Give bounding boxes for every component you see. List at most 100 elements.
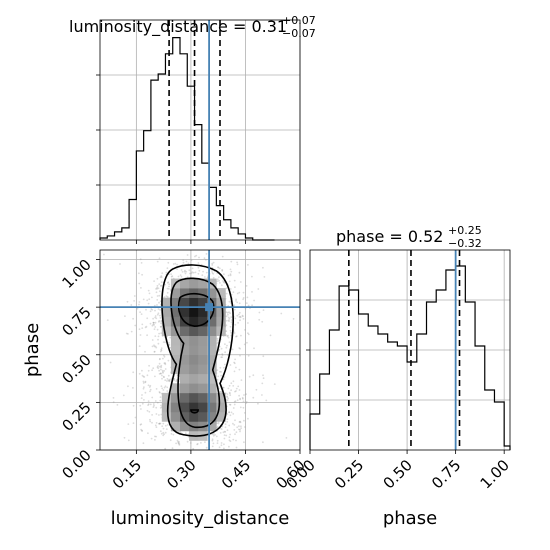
scatter-point (158, 320, 160, 323)
scatter-point (234, 433, 236, 436)
scatter-point (221, 269, 224, 272)
density-cell (207, 383, 217, 394)
scatter-point (198, 256, 200, 259)
scatter-point (177, 441, 180, 444)
scatter-point (145, 325, 148, 328)
scatter-point (147, 404, 150, 406)
scatter-point (154, 321, 157, 324)
scatter-point (220, 442, 223, 444)
scatter-point (223, 443, 225, 446)
scatter-point (245, 393, 248, 396)
scatter-point (184, 272, 187, 275)
scatter-point (177, 275, 180, 278)
scatter-point (220, 356, 223, 359)
scatter-point (145, 308, 147, 311)
scatter-point (226, 311, 229, 314)
scatter-point (226, 399, 229, 402)
contour-inner-upper (177, 293, 215, 327)
scatter-point (240, 425, 242, 428)
scatter-point (177, 442, 180, 445)
scatter-point (244, 426, 246, 428)
scatter-point (169, 439, 172, 442)
scatter-point (153, 351, 156, 353)
scatter-point (150, 437, 153, 440)
scatter-point (236, 399, 239, 402)
density-cell (180, 392, 190, 403)
scatter-point (212, 276, 215, 279)
scatter-point (138, 303, 140, 306)
scatter-point (252, 374, 255, 377)
scatter-point (167, 379, 170, 382)
scatter-point (255, 388, 258, 391)
scatter-point (157, 312, 160, 315)
scatter-point (153, 344, 155, 347)
scatter-point (125, 332, 128, 335)
scatter-point (141, 323, 144, 326)
scatter-point (155, 288, 157, 290)
scatter-point (154, 400, 157, 402)
scatter-point (144, 326, 147, 329)
density-cell (207, 354, 217, 365)
scatter-point (142, 380, 145, 383)
x-axis-label-luminosity-distance: luminosity_distance (111, 508, 290, 529)
scatter-point (151, 324, 154, 327)
scatter-point (156, 401, 159, 404)
scatter-point (156, 328, 159, 331)
density-cell (207, 335, 217, 346)
scatter-point (247, 332, 249, 335)
scatter-point (161, 387, 164, 390)
density-cell (198, 411, 208, 422)
scatter-point (154, 326, 157, 328)
scatter-point (235, 439, 237, 442)
scatter-point (220, 374, 223, 377)
scatter-point (158, 422, 160, 425)
axes-layer: 0.15 0.30 0.45 0.600.000.250.500.751.000.00… (58, 19, 513, 492)
scatter-point (170, 273, 173, 275)
scatter-point (159, 422, 162, 425)
scatter-point (123, 436, 126, 439)
scatter-point (140, 287, 142, 289)
scatter-point (160, 332, 163, 334)
scatter-point (220, 391, 223, 393)
scatter-point (223, 434, 226, 436)
scatter-point (147, 289, 150, 292)
scatter-point (244, 329, 246, 331)
density-cell (216, 392, 226, 403)
scatter-point (222, 280, 224, 282)
scatter-point (161, 369, 164, 372)
scatter-point (178, 443, 181, 445)
density-cell (180, 307, 190, 317)
scatter-point (251, 291, 253, 293)
scatter-point (176, 439, 179, 442)
scatter-point (153, 304, 156, 307)
scatter-point (153, 345, 156, 348)
scatter-point (146, 317, 149, 320)
scatter-point (227, 387, 230, 390)
scatter-point (236, 292, 239, 295)
scatter-point (159, 407, 162, 409)
tick-label-phase-y: 0.50 (58, 351, 94, 387)
scatter-point (229, 392, 231, 395)
scatter-point (147, 403, 150, 406)
scatter-point (242, 291, 245, 294)
density-cell (170, 335, 181, 346)
scatter-point (230, 260, 233, 263)
scatter-point (159, 391, 161, 394)
density-cell (198, 345, 208, 356)
scatter-point (238, 394, 241, 397)
scatter-point (204, 441, 206, 443)
density-cell (189, 354, 199, 365)
density-cell (216, 288, 226, 298)
scatter-point (212, 272, 215, 275)
scatter-point (141, 402, 144, 405)
scatter-point (192, 271, 195, 274)
scatter-point (157, 287, 160, 290)
scatter-point (166, 295, 169, 298)
scatter-point (185, 270, 188, 273)
scatter-point (226, 418, 229, 421)
scatter-point (166, 378, 169, 380)
scatter-point (160, 404, 162, 407)
scatter-point (242, 400, 245, 403)
scatter-point (236, 263, 239, 266)
scatter-point (224, 426, 227, 429)
